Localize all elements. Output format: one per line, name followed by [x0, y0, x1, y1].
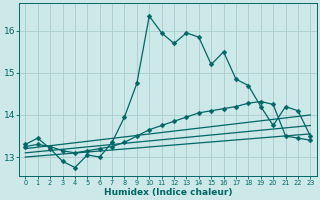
X-axis label: Humidex (Indice chaleur): Humidex (Indice chaleur)	[104, 188, 232, 197]
